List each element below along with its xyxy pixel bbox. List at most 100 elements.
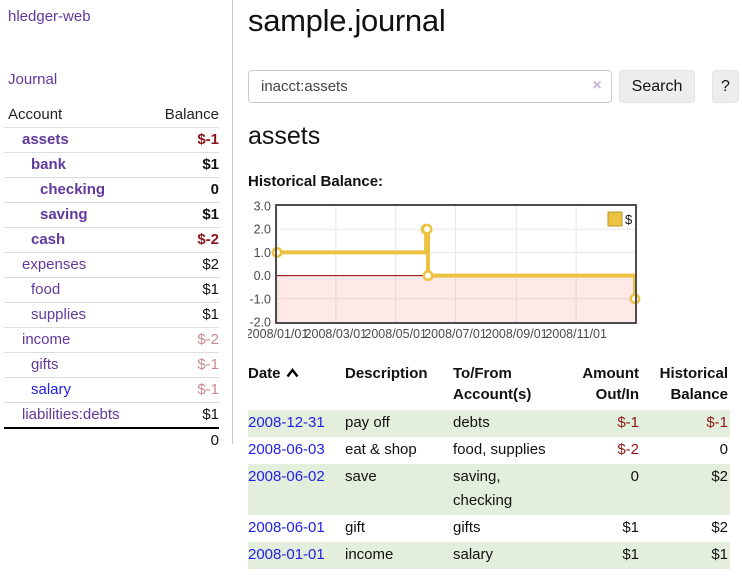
- sidebar-item-journal[interactable]: Journal: [8, 71, 58, 88]
- transaction-amount: $-2: [617, 441, 639, 458]
- accounts-header-account: Account: [8, 106, 63, 123]
- register-header-accounts: To/From Account(s): [453, 365, 532, 403]
- account-link[interactable]: income: [22, 331, 71, 348]
- search-button[interactable]: Search: [619, 70, 695, 103]
- transaction-accounts: food, supplies: [453, 441, 546, 458]
- accounts-table-body: assets $-1 bank $1 checking 0 saving $1 cash $-2 e…: [4, 127, 219, 454]
- transaction-accounts: gifts: [453, 519, 481, 536]
- app-title-link[interactable]: hledger-web: [8, 8, 91, 25]
- chart-ytick-label: -1.0: [249, 292, 271, 306]
- account-balance: $1: [202, 156, 219, 173]
- transaction-description: gift: [345, 519, 366, 536]
- main-content: sample.journal × Search ? assets Histori…: [246, 0, 742, 582]
- account-row: checking 0: [4, 177, 219, 203]
- historical-balance-chart: $3.0 2.0 1.0 0.0 -1.0 -2.0 2008/01/01 2008/03/0…: [246, 199, 742, 351]
- transaction-amount: $1: [622, 519, 639, 536]
- help-button[interactable]: ?: [712, 70, 739, 103]
- chart-legend-swatch: [607, 211, 623, 227]
- account-balance: $1: [202, 306, 219, 323]
- account-row: cash $-2: [4, 227, 219, 253]
- chart-svg: $3.0 2.0 1.0 0.0 -1.0 -2.02008/01/012008/03/0…: [246, 200, 641, 341]
- account-link[interactable]: food: [31, 281, 61, 298]
- transaction-date-link[interactable]: 2008-12-31: [248, 414, 325, 431]
- account-balance: $2: [202, 256, 219, 273]
- account-link[interactable]: expenses: [22, 256, 87, 273]
- chart-ytick-label: 0.0: [254, 269, 271, 283]
- transaction-date-link[interactable]: 2008-06-01: [248, 519, 325, 536]
- chart-xtick-label: 2008/09/01: [485, 327, 548, 341]
- register-header-balance: Historical Balance: [659, 365, 728, 403]
- account-balance: $-1: [197, 131, 219, 148]
- chart-ytick-label: 2.0: [254, 223, 271, 237]
- chart-xtick-label: 2008/11/01: [545, 327, 607, 341]
- register-header-row: Date Description To/From Account(s) Amoun…: [248, 363, 730, 410]
- account-link[interactable]: gifts: [31, 356, 59, 373]
- transaction-description: eat & shop: [345, 441, 417, 458]
- transaction-balance: 0: [719, 441, 728, 458]
- account-row: income $-2: [4, 327, 219, 353]
- chart-ytick-label: 1.0: [254, 246, 271, 260]
- transaction-description: pay off: [345, 410, 453, 437]
- transaction-row: 2008-06-03 eat & shop food, supplies $-2 0: [248, 437, 730, 464]
- chart-negative-region: [277, 275, 635, 322]
- account-row: assets $-1: [4, 127, 219, 153]
- transaction-balance: $1: [641, 542, 730, 569]
- sort-ascending-icon: [286, 363, 299, 384]
- chart-point-marker: [421, 223, 433, 235]
- transaction-date-link[interactable]: 2008-01-01: [248, 546, 325, 563]
- account-link[interactable]: cash: [31, 231, 66, 248]
- transaction-row: 2008-06-01 gift gifts $1 $2: [248, 515, 730, 542]
- chart-ytick-label: 3.0: [254, 200, 271, 214]
- clear-search-icon[interactable]: ×: [592, 77, 602, 94]
- transaction-amount: 0: [553, 464, 641, 515]
- account-row: expenses $2: [4, 252, 219, 278]
- account-link[interactable]: bank: [31, 156, 67, 173]
- chart-point-marker: [422, 270, 434, 282]
- transaction-row: 2008-01-01 income salary $1 $1: [248, 542, 730, 569]
- account-row: salary $-1: [4, 377, 219, 403]
- chart-plot-border: [275, 204, 637, 324]
- transaction-balance: $-1: [641, 410, 730, 437]
- accounts-table: Account Balance assets $-1 bank $1 checking 0…: [4, 103, 219, 453]
- account-balance: $1: [202, 406, 219, 423]
- transaction-row: 2008-12-31 pay off debts $-1 $-1: [248, 410, 730, 437]
- transaction-date-link[interactable]: 2008-06-03: [248, 441, 325, 458]
- account-balance: $-1: [197, 381, 219, 398]
- chart-xtick-label: 2008/07/01: [424, 327, 487, 341]
- account-balance: $-2: [197, 231, 219, 248]
- transaction-balance: $2: [711, 519, 728, 536]
- account-row: gifts $-1: [4, 352, 219, 378]
- transaction-balance: $2: [641, 464, 730, 515]
- transaction-accounts: salary: [453, 542, 553, 569]
- register-header-description: Description: [345, 365, 428, 382]
- account-balance: $-2: [197, 331, 219, 348]
- account-balance: $1: [202, 281, 219, 298]
- chart-title: Historical Balance:: [248, 173, 384, 190]
- account-link[interactable]: checking: [40, 181, 106, 198]
- transaction-accounts: debts: [453, 410, 553, 437]
- account-link[interactable]: salary: [31, 381, 72, 398]
- account-link[interactable]: liabilities:debts: [22, 406, 120, 423]
- register-header-date[interactable]: Date: [248, 363, 345, 410]
- account-link[interactable]: supplies: [31, 306, 87, 323]
- sidebar: hledger-web Journal Account Balance asse…: [0, 0, 233, 449]
- transaction-accounts: saving, checking: [453, 464, 553, 515]
- accounts-total-spacer: [4, 428, 147, 453]
- account-row: bank $1: [4, 152, 219, 178]
- transaction-amount: $-1: [553, 410, 641, 437]
- chart-xtick-label: 2008/03/01: [305, 327, 368, 341]
- register-header-amount: Amount Out/In: [582, 365, 639, 403]
- account-link[interactable]: assets: [22, 131, 69, 148]
- account-link[interactable]: saving: [40, 206, 88, 223]
- search-input[interactable]: [248, 70, 612, 103]
- page-title: sample.journal: [248, 3, 446, 38]
- chart-legend-label: $: [625, 212, 633, 227]
- chart-xtick-label: 2008/05/01: [364, 327, 427, 341]
- account-balance: 0: [210, 181, 219, 198]
- register-table-body: 2008-12-31 pay off debts $-1 $-1 2008-06-03 ea…: [248, 410, 730, 569]
- accounts-header-balance: Balance: [164, 106, 219, 123]
- transaction-date-link[interactable]: 2008-06-02: [248, 468, 325, 485]
- account-balance: $-1: [197, 356, 219, 373]
- account-row: supplies $1: [4, 302, 219, 328]
- chart-ytick-label: -2.0: [249, 316, 271, 330]
